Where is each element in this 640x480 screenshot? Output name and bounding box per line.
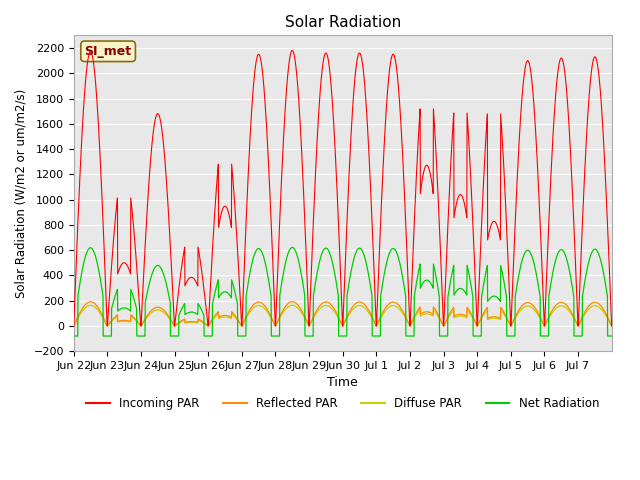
- Y-axis label: Solar Radiation (W/m2 or um/m2/s): Solar Radiation (W/m2 or um/m2/s): [15, 89, 28, 298]
- Legend: Incoming PAR, Reflected PAR, Diffuse PAR, Net Radiation: Incoming PAR, Reflected PAR, Diffuse PAR…: [81, 392, 604, 415]
- Text: SI_met: SI_met: [84, 45, 132, 58]
- Title: Solar Radiation: Solar Radiation: [285, 15, 401, 30]
- X-axis label: Time: Time: [327, 376, 358, 389]
